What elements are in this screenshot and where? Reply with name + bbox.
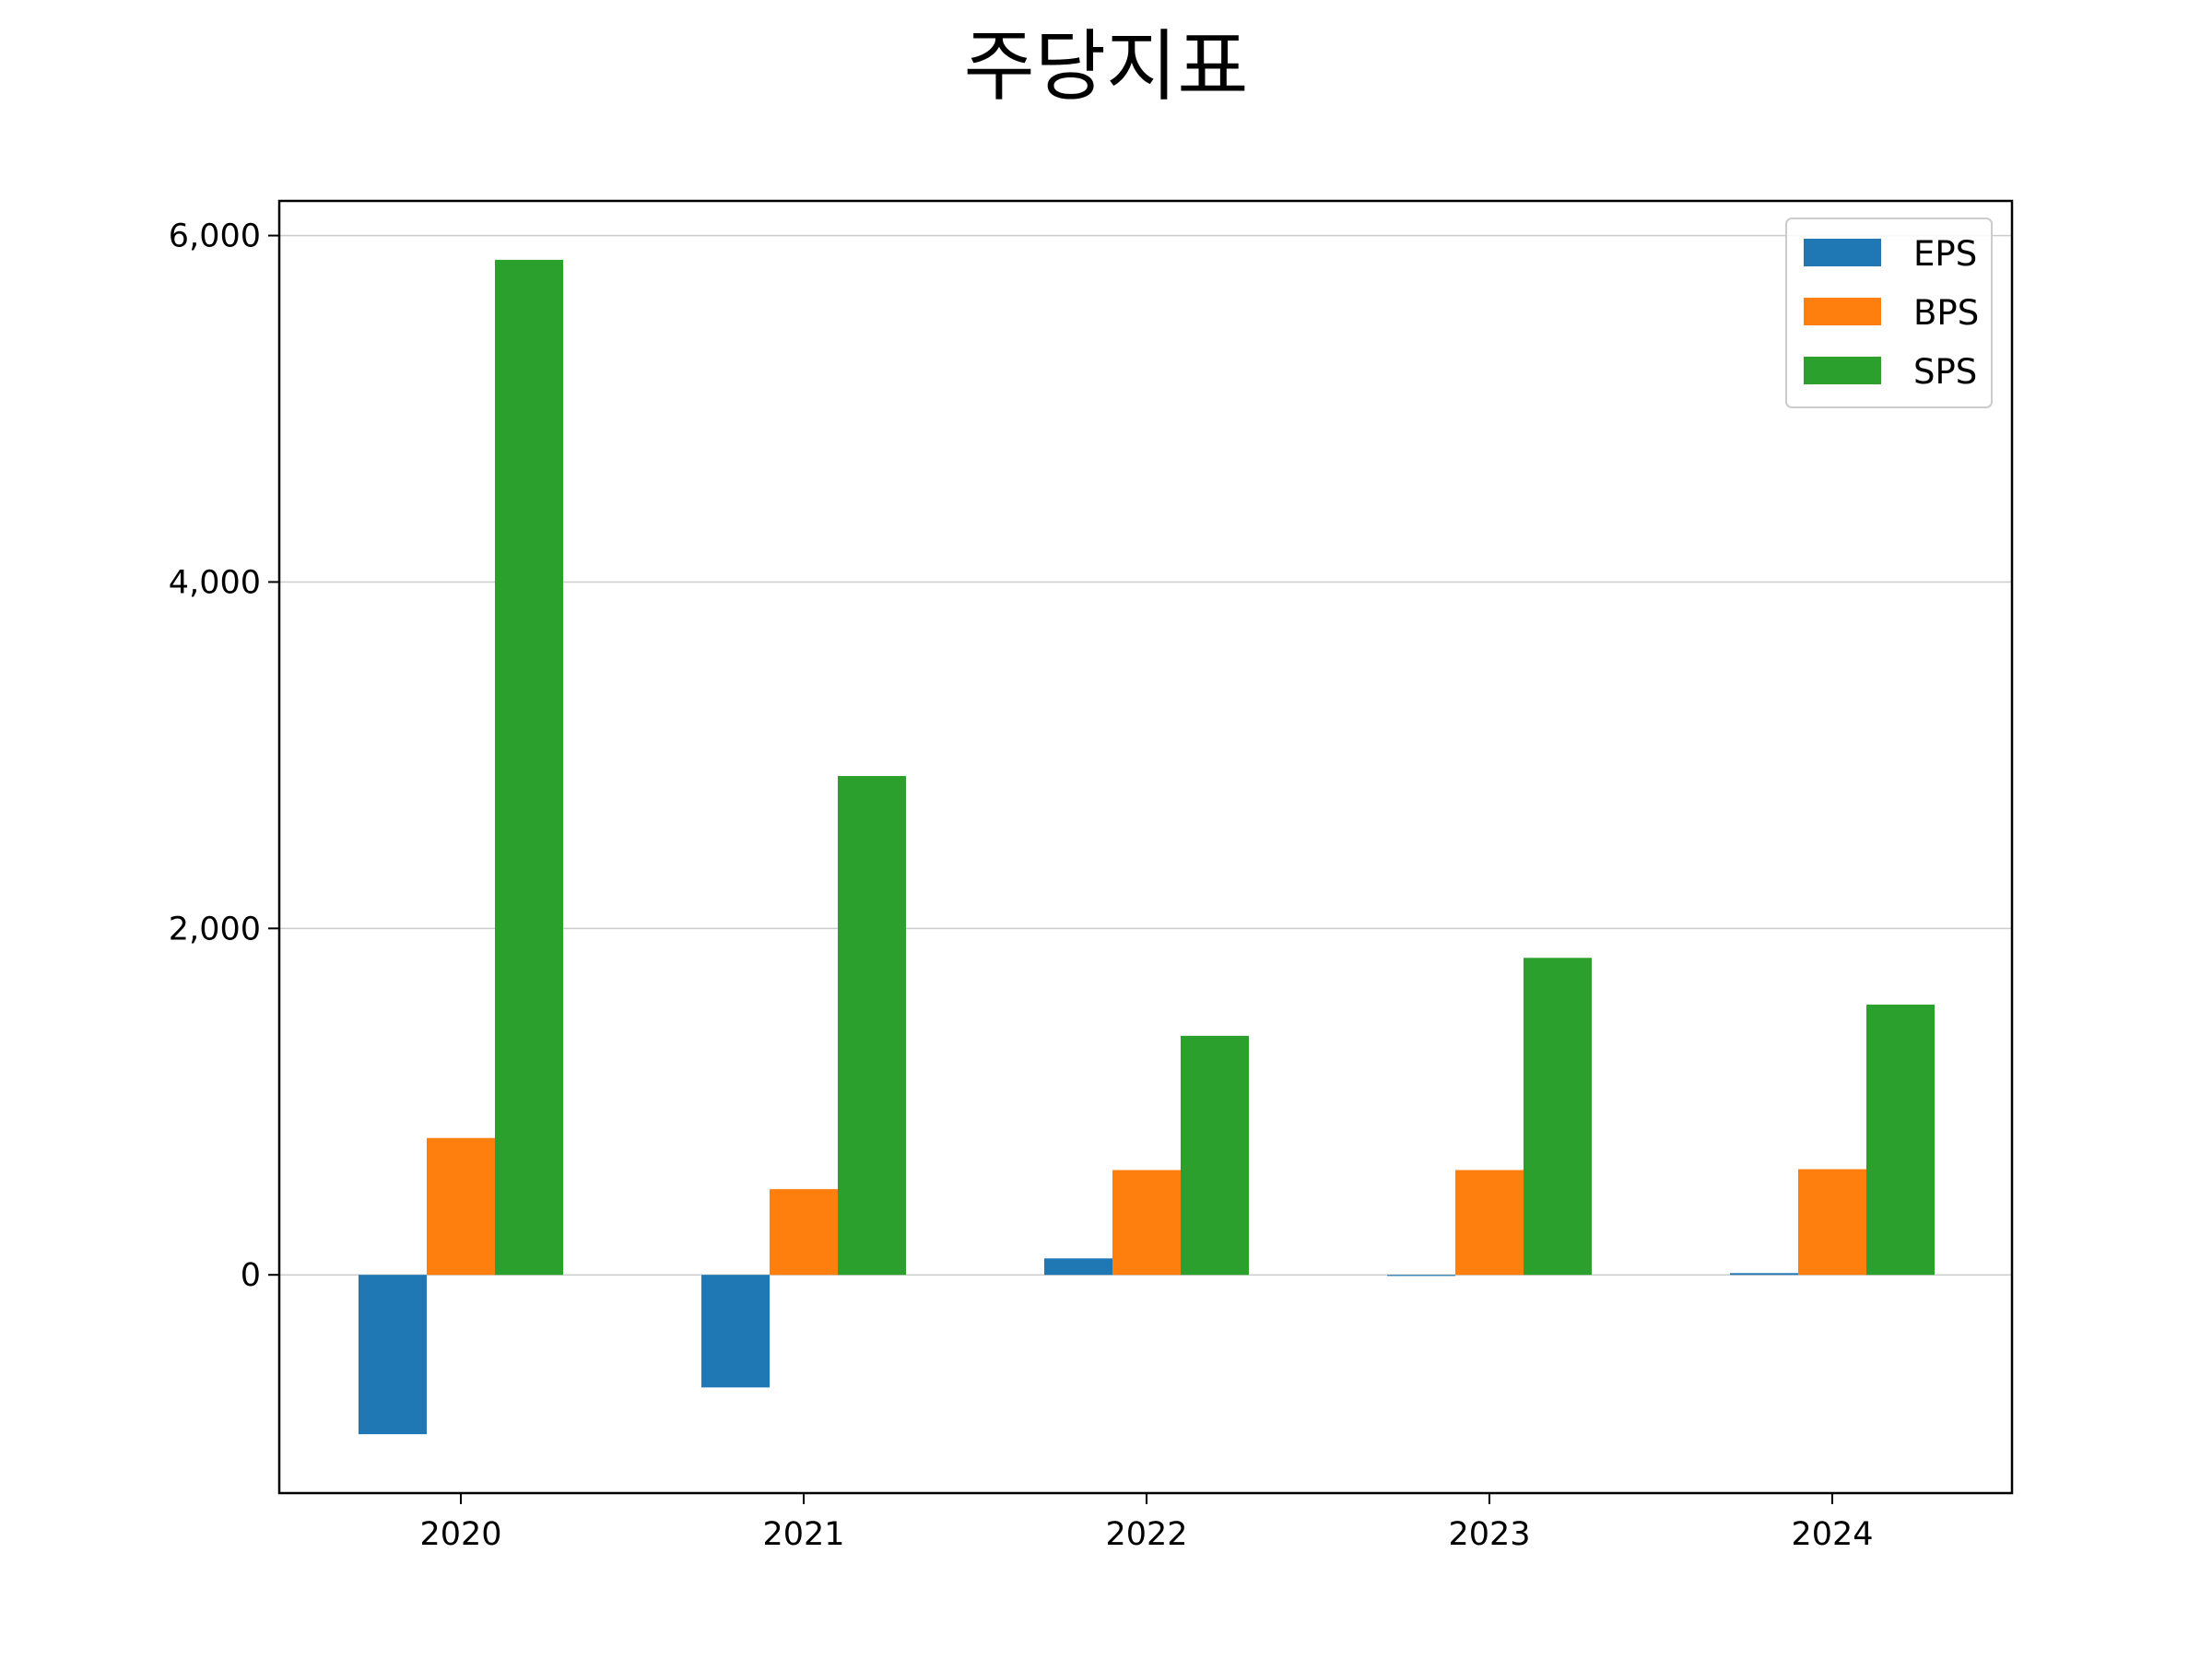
x-tick-label: 2023 xyxy=(1448,1516,1530,1553)
bar-eps-2023 xyxy=(1387,1275,1455,1277)
y-tick-label: 0 xyxy=(241,1257,261,1294)
legend-swatch-sps xyxy=(1804,357,1881,384)
gridlines xyxy=(279,234,2012,1276)
bar-sps-2020 xyxy=(495,259,563,1276)
bar-sps-2024 xyxy=(1866,1005,1935,1276)
bar-bps-2020 xyxy=(427,1137,495,1276)
bar-bps-2023 xyxy=(1455,1170,1524,1276)
bars xyxy=(359,259,1935,1435)
legend-label-eps: EPS xyxy=(1913,234,1977,274)
y-tick-label: 4,000 xyxy=(169,564,261,601)
bar-bps-2024 xyxy=(1798,1169,1866,1276)
y-tick-label: 6,000 xyxy=(169,218,261,255)
bar-eps-2024 xyxy=(1730,1273,1798,1276)
bar-bps-2021 xyxy=(770,1189,838,1276)
bar-eps-2021 xyxy=(701,1275,770,1388)
x-tick-label: 2020 xyxy=(419,1516,501,1553)
x-tick-label: 2022 xyxy=(1105,1516,1187,1553)
y-tick-label: 2,000 xyxy=(169,911,261,947)
bar-bps-2022 xyxy=(1112,1170,1181,1276)
legend-label-bps: BPS xyxy=(1913,293,1979,333)
axes: 0 2,000 4,000 6,000 2020 2021 2022 2023 2024 xyxy=(169,218,1874,1553)
bar-eps-2020 xyxy=(359,1275,427,1435)
legend-swatch-eps xyxy=(1804,239,1881,266)
bar-sps-2022 xyxy=(1181,1035,1249,1276)
bar-sps-2021 xyxy=(838,775,906,1276)
x-tick-label: 2021 xyxy=(762,1516,844,1553)
bar-sps-2023 xyxy=(1524,958,1592,1276)
x-tick-label: 2024 xyxy=(1791,1516,1873,1553)
legend-swatch-bps xyxy=(1804,298,1881,325)
legend-label-sps: SPS xyxy=(1913,352,1977,392)
bar-eps-2022 xyxy=(1044,1258,1112,1276)
legend: EPS BPS SPS xyxy=(1785,218,1993,408)
chart-title: 주당지표 xyxy=(963,21,1249,112)
